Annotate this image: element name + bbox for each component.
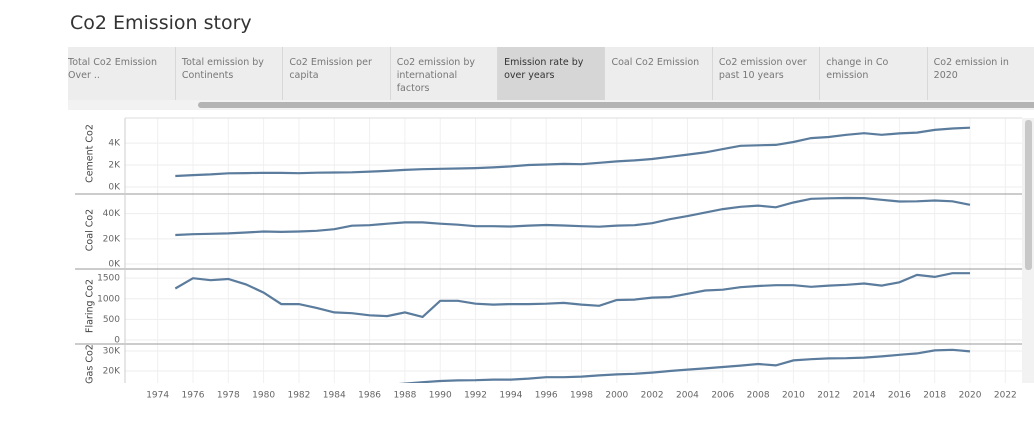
y-tick-label: 20K: [103, 234, 121, 244]
x-tick-label: 2018: [923, 391, 946, 401]
x-tick-label: 2020: [959, 391, 982, 401]
y-tick-label: 1000: [97, 294, 120, 304]
y-axis-label: Gas Co2: [85, 344, 96, 384]
x-tick-label: 2002: [641, 391, 664, 401]
x-tick-label: 2014: [853, 391, 876, 401]
y-tick-label: 40K: [103, 209, 121, 219]
story-tab[interactable]: Emission rate by over years: [497, 47, 605, 100]
y-tick-label: 0: [114, 336, 120, 346]
y-tick-label: 30K: [103, 347, 121, 357]
story-tab[interactable]: Total emission by Continents: [174, 47, 282, 100]
x-tick-label: 1974: [146, 391, 169, 401]
data-line: [174, 272, 970, 319]
y-tick-label: 1500: [97, 274, 120, 284]
x-tick-label: 1978: [217, 391, 240, 401]
y-tick-label: 0K: [108, 183, 121, 193]
story-tab[interactable]: change in Co emission: [819, 47, 926, 100]
data-line: [175, 126, 971, 178]
x-tick-label: 2022: [994, 391, 1017, 401]
data-line: [175, 196, 971, 237]
scrollbar: [68, 100, 1034, 110]
y-tick-label: 4K: [108, 139, 121, 149]
story-title: Co2 Emission story: [70, 12, 252, 34]
x-tick-label: 2016: [888, 391, 911, 401]
x-tick-label: 1982: [287, 391, 310, 401]
x-tick-label: 1994: [499, 391, 522, 401]
story-tab[interactable]: Co2 Emission per capita: [282, 47, 389, 100]
v-scroll-thumb[interactable]: [1025, 120, 1032, 270]
story-tab[interactable]: Total Co2 Emission Over ..: [68, 57, 157, 81]
story-tab[interactable]: Coal Co2 Emission: [604, 47, 711, 100]
y-tick-label: 20K: [103, 367, 121, 377]
x-tick-label: 2010: [782, 391, 805, 401]
x-tick-label: 2008: [747, 391, 770, 401]
data-line: [398, 348, 971, 383]
x-tick-label: 2006: [711, 391, 734, 401]
y-tick-label: 500: [103, 315, 120, 325]
y-axis-label: Cement Co2: [85, 124, 96, 183]
x-tick-label: 1980: [252, 391, 275, 401]
tab-bar: Total Co2 Emission Over .. Total emission…: [68, 47, 1034, 100]
story-tab[interactable]: Co2 emission by international factors: [389, 47, 497, 100]
x-tick-label: 1992: [464, 391, 487, 401]
x-tick-label: 1976: [182, 391, 205, 401]
y-tick-label: 0K: [108, 260, 121, 270]
story-tab[interactable]: Co2 emission in 2020: [926, 47, 1034, 100]
x-tick-label: 1984: [323, 391, 346, 401]
x-tick-label: 1990: [429, 391, 452, 401]
y-tick-label: 2K: [108, 161, 121, 171]
y-axis-label: Flaring Co2: [85, 279, 96, 333]
story-tab[interactable]: Co2 emission over past 10 years: [711, 47, 819, 100]
x-tick-label: 2004: [676, 391, 699, 401]
x-tick-label: 1996: [535, 391, 558, 401]
x-tick-label: 2012: [817, 391, 840, 401]
scroll-thumb[interactable]: [198, 102, 1034, 108]
x-tick-label: 1988: [393, 391, 416, 401]
x-tick-label: 2000: [605, 391, 628, 401]
y-axis-label: Coal Co2: [85, 209, 96, 251]
x-tick-label: 1986: [358, 391, 381, 401]
x-tick-label: 1998: [570, 391, 593, 401]
